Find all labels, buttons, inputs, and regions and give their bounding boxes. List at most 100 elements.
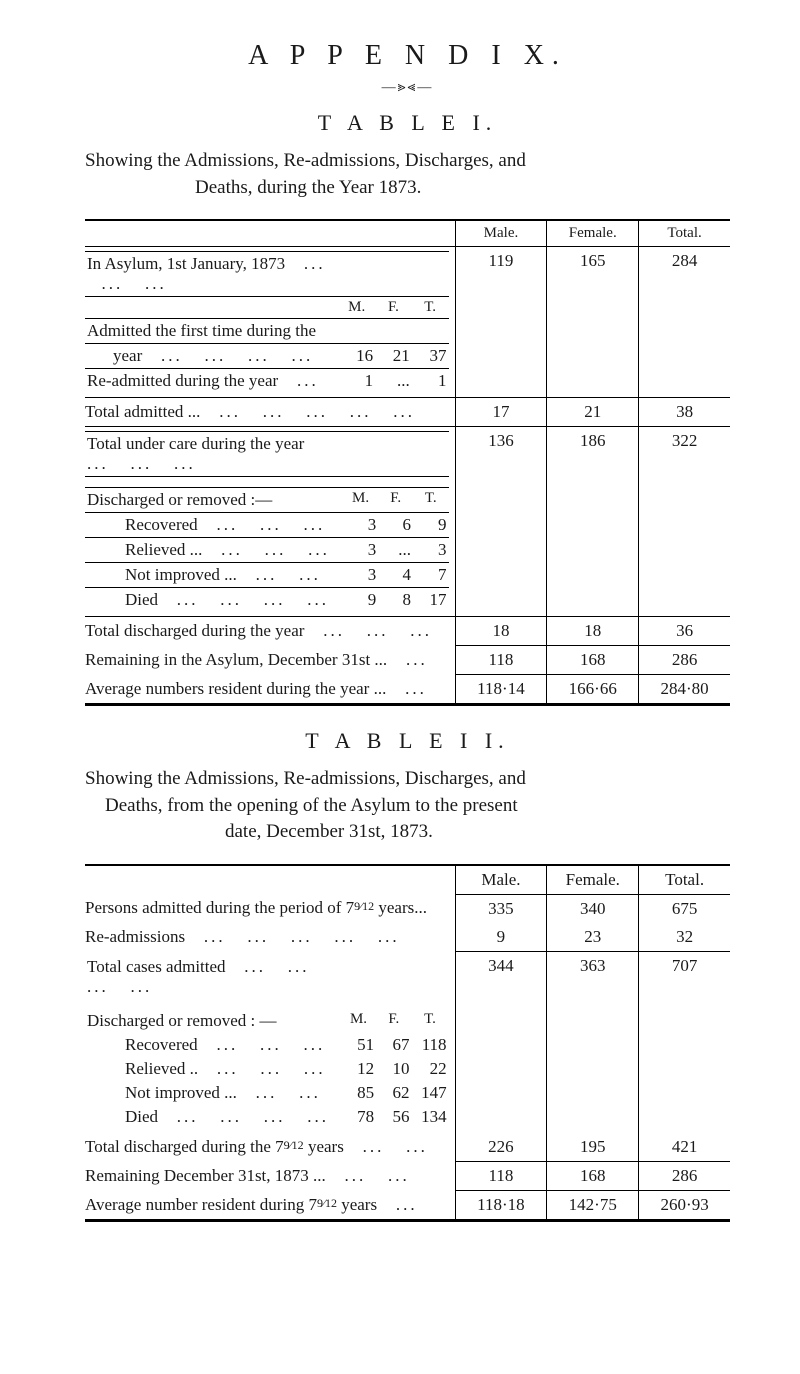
val: 62: [376, 1081, 411, 1105]
table1-hdr-female: Female.: [547, 220, 639, 247]
leader: ...: [381, 1195, 417, 1214]
leader: ... ...: [241, 1083, 321, 1102]
text: years...: [374, 898, 427, 917]
val: 9: [343, 588, 379, 613]
val: 147: [411, 1081, 448, 1105]
val: 10: [376, 1057, 411, 1081]
text: years: [337, 1195, 377, 1214]
text: Relieved ..: [125, 1059, 198, 1078]
table1-block-admitted: In Asylum, 1st January, 1873 ... ... ...…: [85, 251, 449, 393]
mft-t: T.: [412, 297, 449, 319]
val: 56: [376, 1105, 411, 1129]
val: 186: [547, 427, 639, 617]
row-not-improved: Not improved ... ... ...: [85, 563, 343, 588]
val: 226: [455, 1133, 547, 1162]
val: 22: [411, 1057, 448, 1081]
text: Average number resident during 7: [85, 1195, 317, 1214]
row-avg: Average number resident during 79⁄12 yea…: [85, 1191, 455, 1221]
val: 118·18: [455, 1191, 547, 1221]
fraction: 9⁄12: [284, 1138, 304, 1152]
text: Recovered: [125, 515, 198, 534]
table1-hdr-male: Male.: [455, 220, 547, 247]
row-readmitted-label: Re-admitted during the year ...: [85, 369, 338, 394]
val: 136: [455, 427, 547, 617]
text: Average numbers resident during the year…: [85, 679, 386, 698]
leader: ... ... ...: [202, 1035, 325, 1054]
val: 9: [413, 513, 449, 538]
table1-block-discharged: Total under care during the year ... ...…: [85, 431, 449, 612]
row-admitted-first-label2: year ... ... ... ...: [85, 344, 338, 369]
text: Died: [125, 590, 158, 609]
text: Died: [125, 1107, 158, 1126]
val: 118: [411, 1033, 448, 1057]
leader: ... ... ... ...: [162, 590, 329, 609]
leader: ... ...: [241, 565, 321, 584]
val: 17: [413, 588, 449, 613]
leader: ... ... ...: [202, 1059, 325, 1078]
val: 7: [413, 563, 449, 588]
row-total-under-care-label: Total under care during the year ... ...…: [85, 432, 343, 477]
table1-preamble-l1: Showing the Admissions, Re-admissions, D…: [85, 150, 526, 171]
row-relieved: Relieved .. ... ... ...: [85, 1057, 341, 1081]
leader: ...: [391, 650, 427, 669]
mft-m: M.: [338, 297, 375, 319]
val: 3: [343, 538, 379, 563]
leader: ... ... ... ...: [147, 346, 314, 365]
text: Remaining in the Asylum, December 31st .…: [85, 650, 387, 669]
leader: ... ... ...: [202, 515, 325, 534]
val: 17: [455, 398, 547, 427]
table2-block-discharged: Total cases admitted ... ... ... ... Dis…: [85, 955, 449, 1129]
val: 344: [455, 951, 547, 1133]
table2-hdr-female: Female.: [547, 865, 639, 895]
val: 168: [547, 1162, 639, 1191]
val: 118·14: [455, 675, 547, 705]
leader: ... ... ... ... ...: [205, 402, 415, 421]
table1-preamble-l2: Deaths, during the Year 1873.: [85, 175, 730, 202]
val: 166·66: [547, 675, 639, 705]
row-persons: Persons admitted during the period of 79…: [85, 894, 455, 923]
row-discharged-hdr: Discharged or removed :—: [85, 488, 343, 513]
row-total-admitted-label: Total admitted ... ... ... ... ... ...: [85, 398, 455, 427]
val: 286: [639, 646, 730, 675]
val: 363: [547, 951, 639, 1133]
text: Total under care during the year: [87, 434, 304, 453]
mft-t: T.: [411, 1009, 448, 1033]
val: 8: [378, 588, 413, 613]
val: 195: [547, 1133, 639, 1162]
val: 21: [547, 398, 639, 427]
row-total-discharged: Total discharged during the year ... ...…: [85, 617, 455, 646]
val: 6: [378, 513, 413, 538]
val: 260·93: [639, 1191, 730, 1221]
text: Persons admitted during the period of 7: [85, 898, 354, 917]
val: 118: [455, 646, 547, 675]
table2-preamble: Showing the Admissions, Re-admissions, D…: [85, 766, 730, 846]
leader: ... ... ... ...: [162, 1107, 329, 1126]
leader: ... ...: [348, 1137, 428, 1156]
table2-preamble-l1: Showing the Admissions, Re-admissions, D…: [85, 768, 526, 789]
mft-t: T.: [413, 488, 449, 513]
val: 38: [639, 398, 730, 427]
table2-preamble-l3: date, December 31st, 1873.: [85, 819, 730, 846]
val: 4: [378, 563, 413, 588]
val: 168: [547, 646, 639, 675]
val: 18: [547, 617, 639, 646]
leader: ...: [282, 371, 318, 390]
row-admitted-first-label: Admitted the first time during the: [85, 319, 338, 344]
val: ...: [375, 369, 412, 394]
table2: Male. Female. Total. Persons admitted du…: [85, 864, 730, 1223]
mft-f: F.: [375, 297, 412, 319]
fraction: 9⁄12: [317, 1196, 337, 1210]
text: In Asylum, 1st January, 1873: [87, 254, 285, 273]
mft-f: F.: [378, 488, 413, 513]
text: Total cases admitted: [87, 957, 226, 976]
val-male: 119: [455, 247, 547, 398]
text: Total admitted ...: [85, 402, 200, 421]
val: 134: [411, 1105, 448, 1129]
val: 16: [338, 344, 375, 369]
row-remaining: Remaining in the Asylum, December 31st .…: [85, 646, 455, 675]
row-total-cases: Total cases admitted ... ... ... ...: [85, 955, 341, 999]
val-total: 284: [639, 247, 730, 398]
val: 340: [547, 894, 639, 923]
text: year: [113, 346, 142, 365]
val: 118: [455, 1162, 547, 1191]
